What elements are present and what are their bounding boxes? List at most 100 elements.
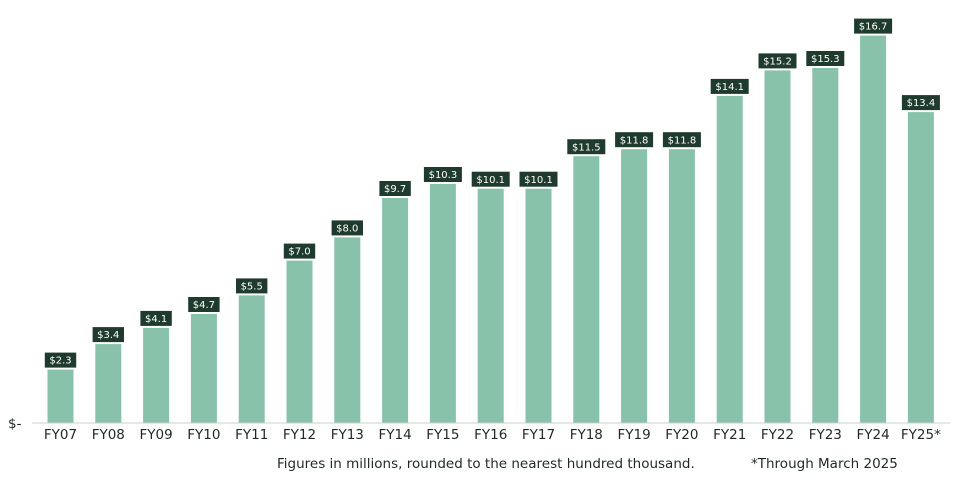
- bar-fy22: [764, 70, 791, 424]
- bar-fy09: [143, 327, 170, 423]
- data-label-fy22: $15.2: [758, 53, 797, 69]
- data-label-fy18: $11.5: [567, 139, 606, 155]
- x-tick-label-fy08: FY08: [92, 427, 125, 443]
- data-label-text: $10.3: [429, 170, 458, 181]
- data-label-fy16: $10.1: [471, 171, 510, 187]
- data-label-bg: [519, 171, 558, 187]
- data-label-text: $9.7: [384, 184, 406, 195]
- x-tick-label-fy24: FY24: [856, 427, 889, 443]
- bar-fy19: [621, 149, 648, 423]
- bar-fy23: [812, 68, 839, 423]
- x-tick-label-fy07: FY07: [44, 427, 77, 443]
- data-label-bg: [471, 171, 510, 187]
- data-label-bg: [806, 51, 845, 66]
- data-label-text: $10.1: [524, 175, 553, 186]
- data-label-text: $11.8: [668, 135, 697, 146]
- bar-fy11: [238, 295, 265, 423]
- data-label-fy11: $5.5: [236, 278, 268, 294]
- data-label-text: $4.1: [145, 314, 167, 325]
- data-label-text: $14.1: [715, 82, 744, 93]
- bar-fy21: [716, 95, 743, 424]
- data-label-text: $3.4: [97, 330, 119, 341]
- data-label-bg: [901, 95, 940, 111]
- data-label-text: $11.5: [572, 142, 601, 153]
- data-label-fy24: $16.7: [854, 18, 893, 34]
- x-tick-label-fy12: FY12: [283, 427, 316, 443]
- data-label-text: $11.8: [620, 135, 649, 146]
- bar-fy08: [95, 344, 122, 423]
- x-tick-label-fy16: FY16: [474, 427, 507, 443]
- bar-fy15: [429, 184, 456, 423]
- data-label-fy09: $4.1: [140, 310, 172, 326]
- x-tick-label-fy17: FY17: [522, 427, 555, 443]
- data-label-text: $10.1: [476, 175, 505, 186]
- data-label-bg: [710, 78, 749, 94]
- data-label-text: $4.7: [193, 300, 215, 311]
- x-tick-label-fy13: FY13: [331, 427, 364, 443]
- bar-fy25: [907, 112, 934, 423]
- data-label-text: $5.5: [241, 282, 263, 293]
- data-label-fy14: $9.7: [379, 181, 411, 196]
- bar-fy24: [860, 35, 887, 423]
- data-label-text: $2.3: [49, 356, 71, 367]
- x-tick-label-fy21: FY21: [713, 427, 746, 443]
- bar-fy20: [668, 149, 695, 423]
- x-tick-label-fy18: FY18: [570, 427, 603, 443]
- x-tick-label-fy15: FY15: [426, 427, 459, 443]
- bars-layer: [47, 35, 934, 424]
- data-label-text: $16.7: [859, 22, 888, 33]
- footnote-units: Figures in millions, rounded to the near…: [277, 456, 695, 472]
- x-tick-label-fy19: FY19: [617, 427, 650, 443]
- x-tick-label-fy22: FY22: [761, 427, 794, 443]
- x-tick-labels-layer: FY07 FY08 FY09 FY10 FY11 FY12 FY13 FY14 FY15 FY16…: [44, 427, 941, 443]
- data-label-bg: [140, 310, 172, 326]
- bar-fy13: [334, 237, 361, 423]
- data-label-bg: [758, 53, 797, 69]
- data-label-fy23: $15.3: [806, 51, 845, 66]
- bar-fy10: [190, 314, 217, 423]
- bar-fy07: [47, 369, 74, 423]
- data-label-fy07: $2.3: [44, 352, 77, 368]
- data-label-bg: [283, 243, 316, 259]
- data-label-bg: [423, 167, 462, 182]
- x-tick-label-fy20: FY20: [665, 427, 698, 443]
- bar-fy14: [382, 198, 409, 423]
- bar-fy12: [286, 260, 313, 423]
- bar-fy16: [477, 188, 504, 423]
- x-tick-label-fy25: FY25*: [901, 427, 941, 443]
- data-label-text: $8.0: [336, 224, 358, 235]
- data-label-text: $15.2: [763, 57, 792, 68]
- footnote-asterisk: *Through March 2025: [751, 456, 898, 472]
- x-tick-label-fy09: FY09: [139, 427, 172, 443]
- data-label-text: $7.0: [288, 247, 310, 258]
- data-label-bg: [236, 278, 268, 294]
- data-label-fy10: $4.7: [188, 297, 220, 312]
- data-label-bg: [662, 132, 701, 148]
- data-labels-layer: $2.3 $3.4 $4.1 $4.7 $5.5 $7.0 $8.0 $9.7 $10.3 $10…: [44, 18, 940, 368]
- data-label-fy15: $10.3: [423, 167, 462, 182]
- data-label-bg: [44, 352, 77, 368]
- x-tick-label-fy14: FY14: [378, 427, 411, 443]
- data-label-fy13: $8.0: [331, 220, 363, 236]
- data-label-fy20: $11.8: [662, 132, 701, 148]
- data-label-bg: [567, 139, 606, 155]
- data-label-fy17: $10.1: [519, 171, 558, 187]
- x-tick-label-fy11: FY11: [235, 427, 268, 443]
- data-label-bg: [379, 181, 411, 196]
- data-label-bg: [854, 18, 893, 34]
- x-tick-label-fy10: FY10: [187, 427, 220, 443]
- x-tick-label-fy23: FY23: [809, 427, 842, 443]
- data-label-bg: [92, 327, 124, 343]
- bar-fy17: [525, 188, 552, 423]
- bar-fy18: [573, 156, 600, 423]
- data-label-bg: [615, 132, 654, 148]
- data-label-fy25: $13.4: [901, 95, 940, 111]
- data-label-fy19: $11.8: [615, 132, 654, 148]
- data-label-fy12: $7.0: [283, 243, 316, 259]
- data-label-fy08: $3.4: [92, 327, 124, 343]
- data-label-bg: [188, 297, 220, 312]
- data-label-fy21: $14.1: [710, 78, 749, 94]
- data-label-text: $13.4: [907, 98, 936, 109]
